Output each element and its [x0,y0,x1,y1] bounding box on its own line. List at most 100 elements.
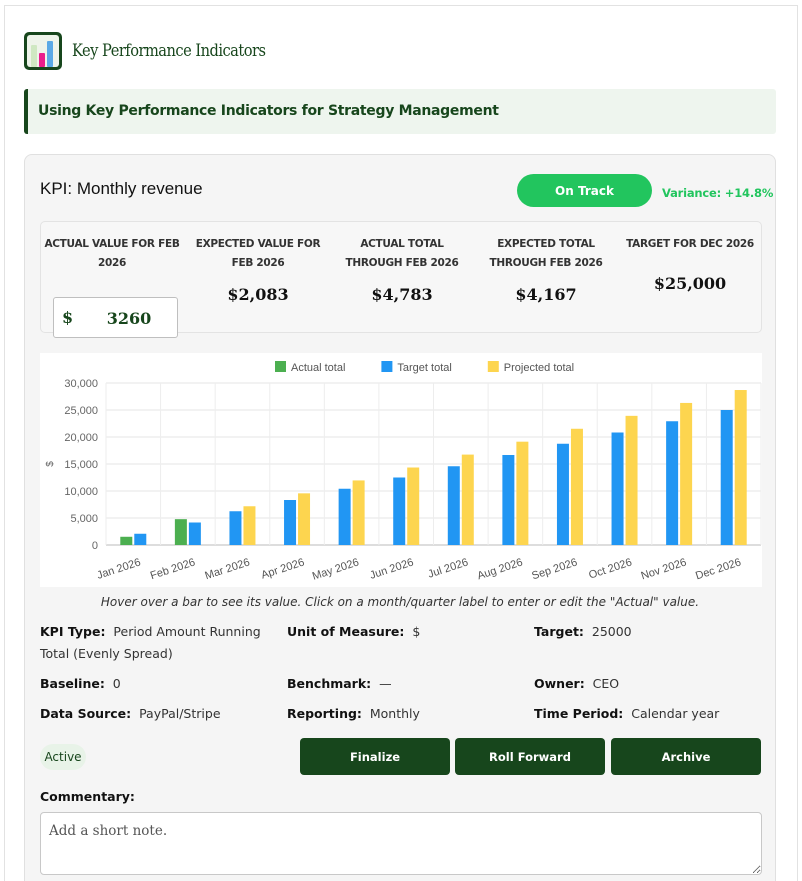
status-badge: Active [40,744,86,770]
bar [556,443,569,545]
meta-reporting: Reporting: Monthly [287,703,420,725]
meta-unit: Unit of Measure: $ [287,621,420,643]
y-tick-label: 30,000 [64,378,98,390]
actual-total-label: ACTUAL TOTAL THROUGH FEB 2026 [345,238,459,269]
commentary-label: Commentary: [40,789,135,804]
commentary-textarea[interactable] [40,812,762,875]
expected-total-label: EXPECTED TOTAL THROUGH FEB 2026 [489,238,603,269]
legend-swatch [381,361,393,372]
bar [393,477,406,545]
actual-total-value: $4,783 [371,285,433,304]
page-frame [4,5,798,881]
x-tick-label: Jan 2026 [95,556,142,581]
y-axis-label: $ [45,461,56,467]
bar [611,432,624,545]
source-value: PayPal/Stripe [139,706,221,721]
x-tick-label: Oct 2026 [587,556,633,581]
currency-symbol: $ [62,308,74,327]
y-tick-label: 25,000 [64,405,98,417]
bar [338,488,351,545]
x-tick-label: Jun 2026 [368,556,415,581]
bar [570,428,583,545]
bar [174,519,187,545]
owner-value: CEO [592,676,620,691]
status-button[interactable]: On Track [517,174,652,207]
kpi-type-value: Period Amount Running Total (Evenly Spre… [40,624,261,661]
chart-note: Hover over a bar to see its value. Click… [100,595,700,609]
kpi-title: KPI: Monthly revenue [40,179,203,198]
actual-value-input[interactable] [84,306,174,330]
app-title: Key Performance Indicators [72,41,266,61]
meta-source: Data Source: PayPal/Stripe [40,703,221,725]
bar [516,441,529,545]
baseline-value: 0 [112,676,121,691]
expected-value-column: EXPECTED VALUE FOR FEB 2026 $2,083 [189,235,327,304]
meta-target-value: 25000 [591,624,632,639]
meta-target-label: Target: [534,624,584,639]
expected-total-column: EXPECTED TOTAL THROUGH FEB 2026 $4,167 [477,235,615,304]
bar [734,390,747,545]
actual-value-field[interactable]: $ [53,297,178,338]
x-tick-label: Sep 2026 [530,556,579,582]
page-banner: Using Key Performance Indicators for Str… [24,89,776,134]
target-value: $25,000 [653,274,727,293]
finalize-button[interactable]: Finalize [300,738,450,775]
kpi-type-label: KPI Type: [40,624,106,639]
revenue-chart[interactable]: 0 5,000 10,000 15,000 20,000 25,000 30,000 $ Jan… [40,353,762,587]
legend-label: Actual total [291,362,345,374]
bar [352,480,365,545]
chart-svg: 0 5,000 10,000 15,000 20,000 25,000 30,000 $ Jan… [45,361,762,583]
actual-total-column: ACTUAL TOTAL THROUGH FEB 2026 $4,783 [333,235,471,304]
source-label: Data Source: [40,706,132,721]
meta-kpi-type: KPI Type: Period Amount Running Total (E… [40,621,270,665]
y-tick-label: 20,000 [64,432,98,444]
archive-button[interactable]: Archive [611,738,761,775]
x-tick-label: Jul 2026 [426,556,469,580]
meta-target: Target: 25000 [534,621,632,643]
x-tick-label: Apr 2026 [260,556,306,581]
reporting-value: Monthly [369,706,420,721]
bar [229,511,242,545]
bar [134,533,147,545]
baseline-label: Baseline: [40,676,105,691]
bar [407,467,420,545]
legend-swatch [487,361,499,372]
target-label: TARGET FOR DEC 2026 [626,238,754,250]
reporting-label: Reporting: [287,706,362,721]
banner-text: Using Key Performance Indicators for Str… [38,103,499,119]
x-tick-label: Aug 2026 [476,556,525,582]
target-column: TARGET FOR DEC 2026 $25,000 [621,235,759,293]
legend-label: Target total [397,362,451,374]
bar [188,522,201,545]
bar [120,536,133,545]
expected-total-value: $4,167 [515,285,577,304]
meta-benchmark: Benchmark: — [287,673,392,695]
roll-forward-button[interactable]: Roll Forward [455,738,605,775]
meta-owner: Owner: CEO [534,673,619,695]
bar [243,506,256,545]
bar [720,410,733,545]
bar-chart-logo-icon [24,32,62,70]
meta-period: Time Period: Calendar year [534,703,719,725]
period-value: Calendar year [631,706,720,721]
expected-value: $2,083 [227,285,289,304]
bar [502,454,515,545]
app-header: Key Performance Indicators [24,32,297,70]
bar [680,402,693,545]
bar [625,415,638,545]
kpi-summary: ACTUAL VALUE FOR FEB 2026 $ EXPECTED VAL… [40,221,762,338]
y-tick-label: 5,000 [70,513,98,525]
y-tick-label: 15,000 [64,459,98,471]
actual-value-label: ACTUAL VALUE FOR FEB 2026 [44,238,180,269]
unit-value: $ [412,624,421,639]
expected-value-label: EXPECTED VALUE FOR FEB 2026 [195,238,321,269]
bar [447,466,460,545]
x-tick-label: Nov 2026 [640,556,688,582]
actual-value-column: ACTUAL VALUE FOR FEB 2026 $ [43,235,181,338]
owner-label: Owner: [534,676,585,691]
legend-label: Projected total [504,362,574,374]
unit-label: Unit of Measure: [287,624,405,639]
period-label: Time Period: [534,706,624,721]
x-tick-label: Mar 2026 [203,556,251,582]
bar [298,493,311,545]
